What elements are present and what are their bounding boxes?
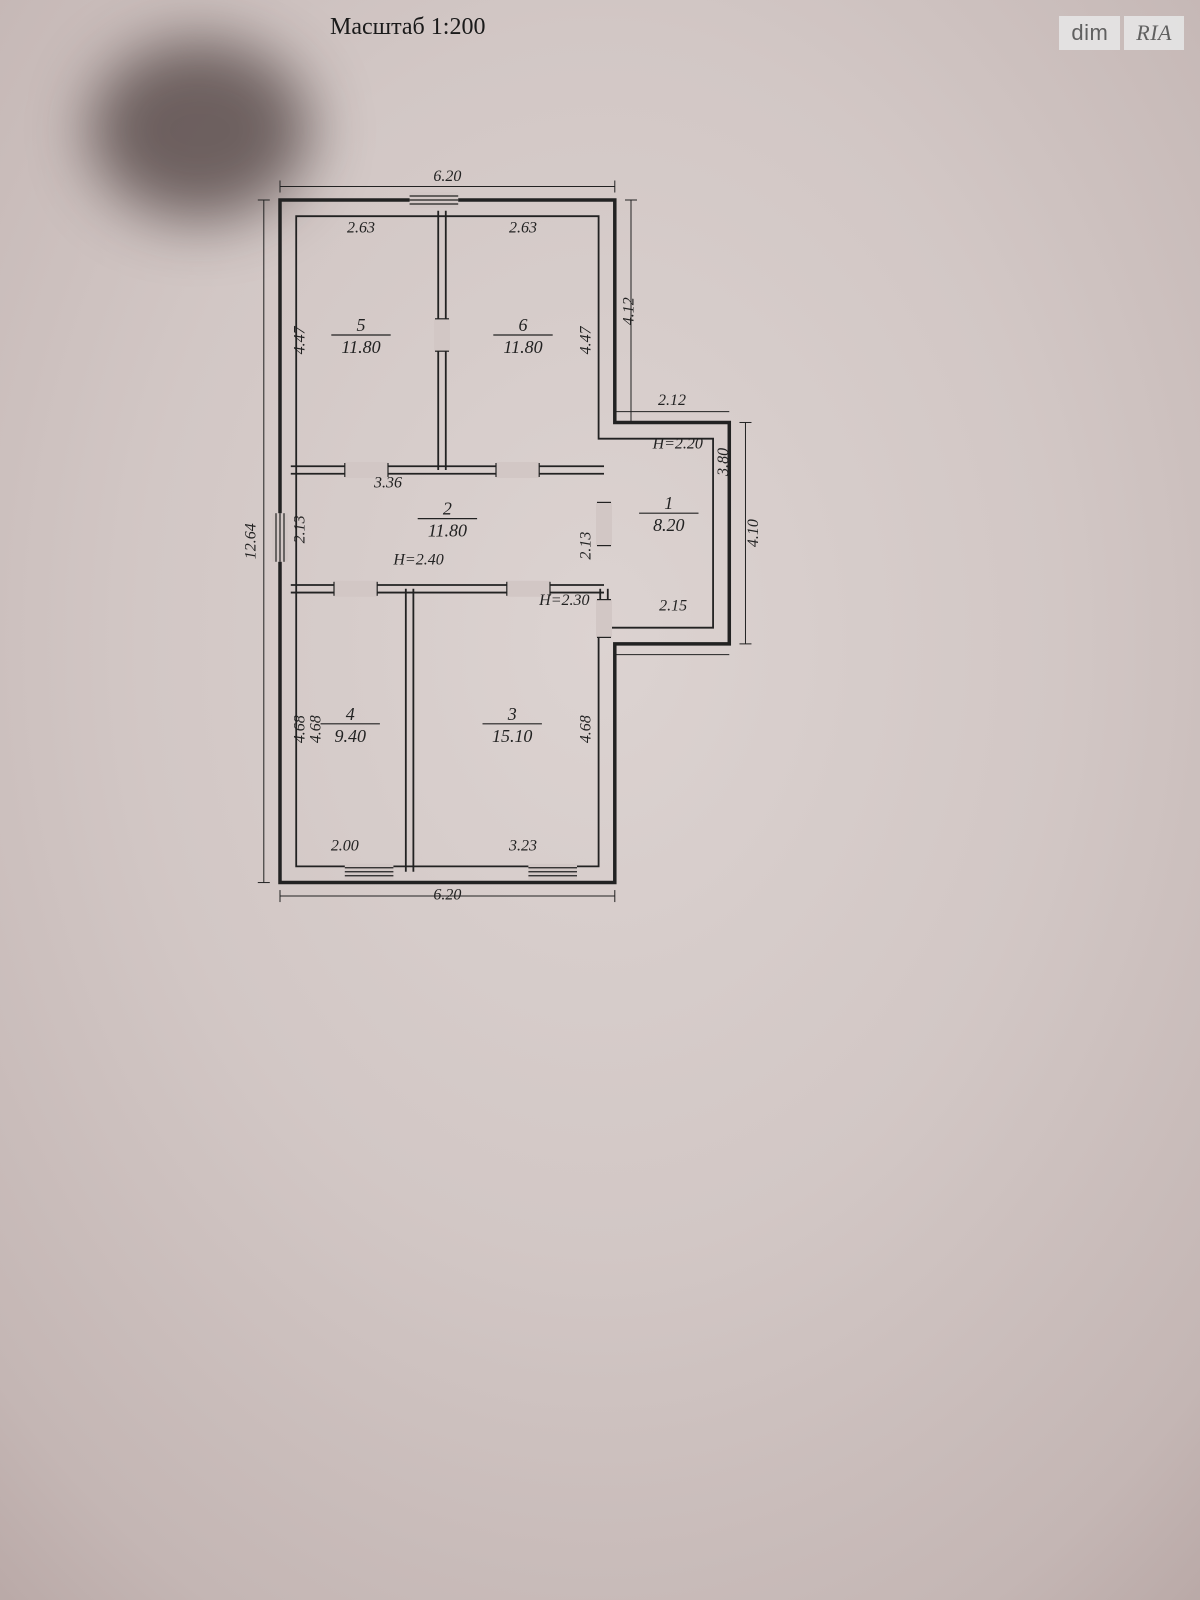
svg-text:11.80: 11.80 <box>428 521 467 541</box>
svg-text:6.20: 6.20 <box>433 886 461 903</box>
svg-text:2.15: 2.15 <box>659 597 687 614</box>
svg-text:6: 6 <box>518 315 527 335</box>
svg-text:15.10: 15.10 <box>492 726 532 746</box>
svg-text:8.20: 8.20 <box>653 515 684 535</box>
svg-text:4.47: 4.47 <box>577 325 594 354</box>
svg-text:4.47: 4.47 <box>291 325 308 354</box>
svg-text:H=2.20: H=2.20 <box>652 435 703 452</box>
watermark: dim RIA <box>1059 16 1184 50</box>
svg-text:11.80: 11.80 <box>503 337 542 357</box>
watermark-ria: RIA <box>1124 16 1184 50</box>
svg-text:6.20: 6.20 <box>433 168 461 185</box>
watermark-dim: dim <box>1059 16 1120 50</box>
svg-text:3.36: 3.36 <box>373 474 402 491</box>
svg-text:4.68: 4.68 <box>577 715 594 743</box>
svg-text:3.23: 3.23 <box>508 838 537 855</box>
svg-text:4.68: 4.68 <box>307 715 324 743</box>
svg-text:9.40: 9.40 <box>334 726 365 746</box>
svg-text:H=2.30: H=2.30 <box>538 592 589 609</box>
floor-plan: 6.20 6.20 12.64 4.12 4.10 2.12 2.15 3.80 2.63 2.6… <box>240 160 834 987</box>
svg-text:12.64: 12.64 <box>243 523 260 559</box>
svg-text:2.00: 2.00 <box>331 838 359 855</box>
svg-text:4.10: 4.10 <box>745 519 762 547</box>
svg-text:2.13: 2.13 <box>577 532 594 560</box>
svg-text:2: 2 <box>443 499 452 519</box>
svg-text:5: 5 <box>356 315 365 335</box>
svg-text:4: 4 <box>346 704 355 724</box>
svg-text:4.12: 4.12 <box>621 297 638 325</box>
svg-text:2.13: 2.13 <box>291 515 308 543</box>
svg-text:2.63: 2.63 <box>347 219 375 236</box>
svg-text:1: 1 <box>664 493 673 513</box>
svg-text:4.68: 4.68 <box>291 715 308 743</box>
svg-text:3.80: 3.80 <box>715 448 732 477</box>
svg-text:3: 3 <box>507 704 517 724</box>
scale-title: Масштаб 1:200 <box>330 14 485 41</box>
svg-text:11.80: 11.80 <box>341 337 380 357</box>
svg-text:2.63: 2.63 <box>509 219 537 236</box>
svg-text:H=2.40: H=2.40 <box>392 551 443 568</box>
page-root: Масштаб 1:200 dim RIA 6.20 6.20 12.64 4.12 4… <box>0 0 1200 1600</box>
svg-text:2.12: 2.12 <box>658 392 686 409</box>
